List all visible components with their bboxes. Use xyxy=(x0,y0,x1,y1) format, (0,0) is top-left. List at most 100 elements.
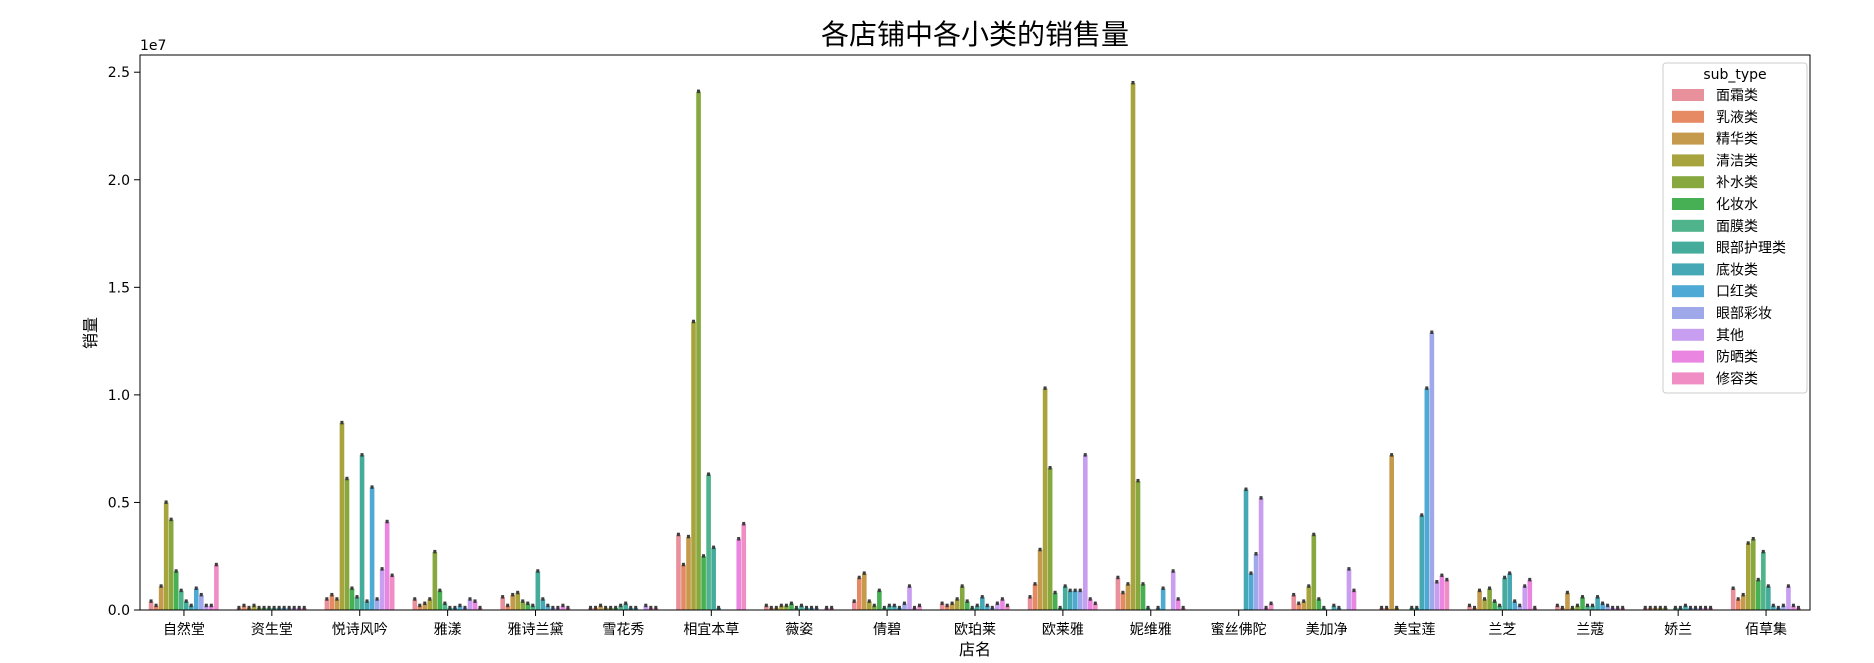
bar xyxy=(148,601,154,610)
bar xyxy=(1291,594,1297,610)
error-bar xyxy=(1648,605,1652,610)
error-bar xyxy=(1731,586,1735,590)
bar xyxy=(1756,579,1761,610)
error-bar xyxy=(995,601,999,606)
error-bar xyxy=(794,605,798,610)
error-bar xyxy=(872,603,876,608)
error-bar xyxy=(541,597,545,601)
error-bar xyxy=(1005,603,1009,608)
error-bar xyxy=(297,605,301,610)
y-axis-label: 销量 xyxy=(81,317,100,349)
error-bar xyxy=(463,605,467,610)
bar xyxy=(1761,551,1766,610)
error-bar xyxy=(877,588,881,593)
bar xyxy=(500,597,505,610)
error-bar xyxy=(1292,592,1296,597)
error-bar xyxy=(614,605,618,610)
error-bar xyxy=(1259,496,1263,500)
bar xyxy=(1580,597,1585,610)
bar xyxy=(954,599,960,610)
error-bar xyxy=(1503,575,1507,580)
bar xyxy=(686,536,691,610)
error-bar xyxy=(237,605,241,610)
bar xyxy=(1590,605,1595,610)
bar xyxy=(681,564,686,610)
error-bar xyxy=(413,597,417,601)
bar xyxy=(1786,586,1791,610)
error-bar xyxy=(681,562,685,567)
bar xyxy=(412,599,418,610)
bar xyxy=(209,605,214,610)
error-bar xyxy=(521,599,525,603)
y-tick-label: 1.0 xyxy=(108,388,130,404)
error-bar xyxy=(1611,605,1615,610)
bar xyxy=(1512,601,1518,610)
error-bar xyxy=(1430,330,1434,334)
error-bar xyxy=(453,605,457,610)
bar xyxy=(1434,582,1440,610)
error-bar xyxy=(330,592,334,597)
bar xyxy=(560,605,566,610)
error-bar xyxy=(340,420,344,425)
error-bar xyxy=(478,605,482,610)
bar xyxy=(1140,584,1146,610)
error-bar xyxy=(1141,582,1145,586)
error-bar xyxy=(1058,605,1062,610)
error-bar xyxy=(473,599,477,603)
bar xyxy=(959,586,965,610)
bar xyxy=(525,603,531,610)
error-bar xyxy=(1078,588,1082,593)
bar xyxy=(598,605,603,610)
error-bar xyxy=(589,605,593,610)
error-bar xyxy=(1616,605,1620,610)
error-bar xyxy=(769,605,773,610)
error-bar xyxy=(676,532,680,537)
error-bar xyxy=(1146,605,1150,610)
bar xyxy=(1497,605,1502,610)
bar xyxy=(457,605,463,610)
error-bar xyxy=(1038,547,1042,552)
error-bar xyxy=(164,500,168,504)
error-bar xyxy=(184,599,188,603)
bar xyxy=(867,601,872,610)
error-bar xyxy=(365,599,369,603)
x-tick-label: 雅漾 xyxy=(434,621,462,638)
error-bar xyxy=(448,605,452,610)
error-bar xyxy=(1658,605,1662,610)
bar xyxy=(1419,515,1425,610)
bar xyxy=(1730,588,1736,610)
error-bar xyxy=(1073,588,1077,593)
error-bar xyxy=(1528,577,1532,582)
error-bar xyxy=(1746,541,1750,545)
bar xyxy=(1042,388,1048,610)
bar xyxy=(251,605,257,610)
error-bar xyxy=(1771,603,1775,608)
bar xyxy=(1120,592,1126,610)
error-bar xyxy=(1307,584,1311,588)
error-bar xyxy=(784,603,788,608)
legend-swatch xyxy=(1672,110,1704,123)
legend-swatch xyxy=(1672,176,1704,189)
x-tick-label: 资生堂 xyxy=(251,622,293,638)
x-tick-label: 雪花秀 xyxy=(602,622,644,638)
bar xyxy=(1093,603,1098,610)
error-bar xyxy=(287,605,291,610)
error-bar xyxy=(1606,603,1610,608)
bar xyxy=(1766,586,1771,610)
error-bar xyxy=(1523,584,1527,588)
bar xyxy=(1444,579,1450,610)
error-bar xyxy=(897,605,901,610)
error-bar xyxy=(1761,549,1765,554)
error-bar xyxy=(604,605,608,610)
error-bar xyxy=(1678,605,1682,610)
bar xyxy=(1502,577,1507,610)
error-bar xyxy=(1751,537,1755,541)
bar xyxy=(214,564,219,610)
error-bar xyxy=(154,603,158,608)
bar xyxy=(359,455,365,610)
legend-entry: 精华类 xyxy=(1716,132,1758,148)
bar xyxy=(417,605,423,610)
bar xyxy=(442,603,448,610)
error-bar xyxy=(262,605,266,610)
y-tick-label: 2.0 xyxy=(108,173,130,189)
